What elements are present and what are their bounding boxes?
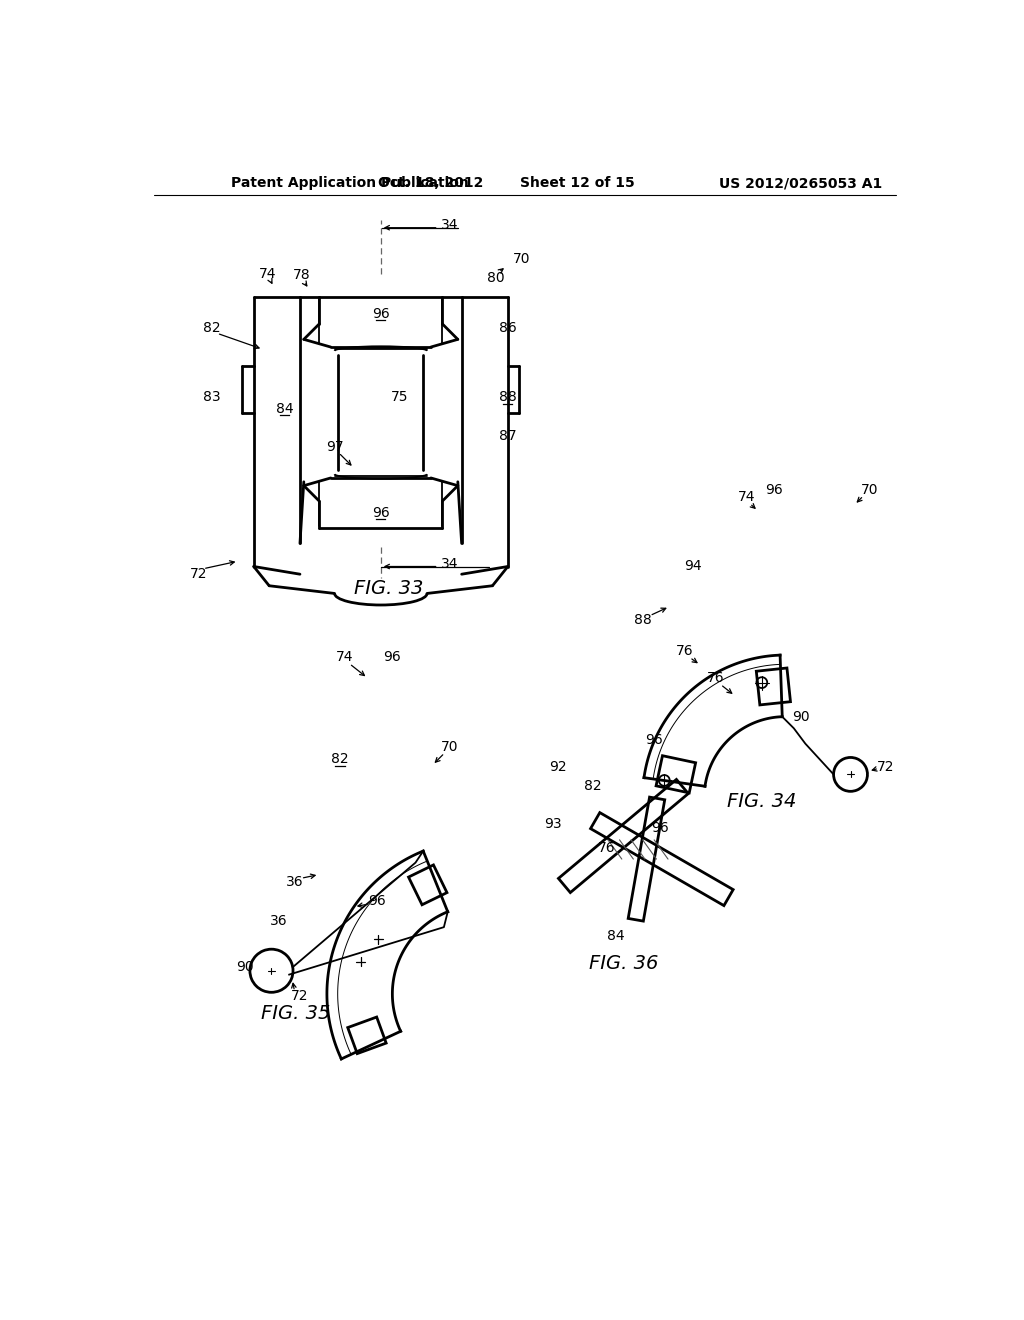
Text: 96: 96 bbox=[645, 733, 663, 747]
Text: 83: 83 bbox=[203, 391, 220, 404]
Text: 72: 72 bbox=[189, 568, 207, 581]
Text: 96: 96 bbox=[372, 506, 390, 520]
Text: 84: 84 bbox=[607, 929, 625, 942]
Text: 96: 96 bbox=[368, 895, 386, 908]
Text: FIG. 35: FIG. 35 bbox=[261, 1003, 331, 1023]
Text: 90: 90 bbox=[236, 960, 253, 974]
Text: 74: 74 bbox=[738, 490, 756, 504]
Text: Sheet 12 of 15: Sheet 12 of 15 bbox=[520, 176, 635, 190]
Text: 87: 87 bbox=[499, 429, 517, 442]
Text: Patent Application Publication: Patent Application Publication bbox=[230, 176, 468, 190]
Text: 92: 92 bbox=[549, 760, 566, 774]
Text: 88: 88 bbox=[634, 614, 651, 627]
Text: 78: 78 bbox=[293, 268, 310, 282]
Text: 96: 96 bbox=[651, 821, 670, 836]
Text: 96: 96 bbox=[383, 651, 401, 664]
Text: 86: 86 bbox=[499, 321, 517, 335]
Text: 70: 70 bbox=[441, 741, 459, 755]
Text: 97: 97 bbox=[326, 440, 343, 454]
Text: 34: 34 bbox=[441, 218, 459, 232]
Text: 70: 70 bbox=[861, 483, 879, 496]
Text: 34: 34 bbox=[441, 557, 459, 572]
Text: 75: 75 bbox=[391, 391, 409, 404]
Text: 36: 36 bbox=[286, 875, 303, 890]
Text: 94: 94 bbox=[684, 560, 701, 573]
Text: 74: 74 bbox=[336, 651, 353, 664]
Text: 88: 88 bbox=[499, 391, 517, 404]
Text: 80: 80 bbox=[487, 271, 505, 285]
Text: 84: 84 bbox=[275, 401, 293, 416]
Text: 96: 96 bbox=[765, 483, 782, 496]
Text: 76: 76 bbox=[676, 644, 694, 659]
Text: 82: 82 bbox=[584, 779, 601, 793]
Text: 72: 72 bbox=[291, 989, 308, 1003]
Text: 96: 96 bbox=[372, 308, 390, 321]
Text: 82: 82 bbox=[203, 321, 220, 335]
Text: FIG. 36: FIG. 36 bbox=[589, 953, 658, 973]
Text: 93: 93 bbox=[545, 817, 562, 832]
Text: 72: 72 bbox=[877, 760, 894, 774]
Text: Oct. 18, 2012: Oct. 18, 2012 bbox=[378, 176, 483, 190]
Text: 36: 36 bbox=[270, 913, 288, 928]
Text: 90: 90 bbox=[792, 710, 809, 723]
Text: 82: 82 bbox=[331, 752, 349, 766]
Text: 70: 70 bbox=[513, 252, 530, 265]
Text: US 2012/0265053 A1: US 2012/0265053 A1 bbox=[719, 176, 882, 190]
Text: FIG. 33: FIG. 33 bbox=[354, 578, 423, 598]
Text: 74: 74 bbox=[259, 267, 276, 281]
Text: 76: 76 bbox=[707, 671, 725, 685]
Text: 76: 76 bbox=[598, 841, 615, 854]
Text: FIG. 34: FIG. 34 bbox=[727, 792, 797, 810]
